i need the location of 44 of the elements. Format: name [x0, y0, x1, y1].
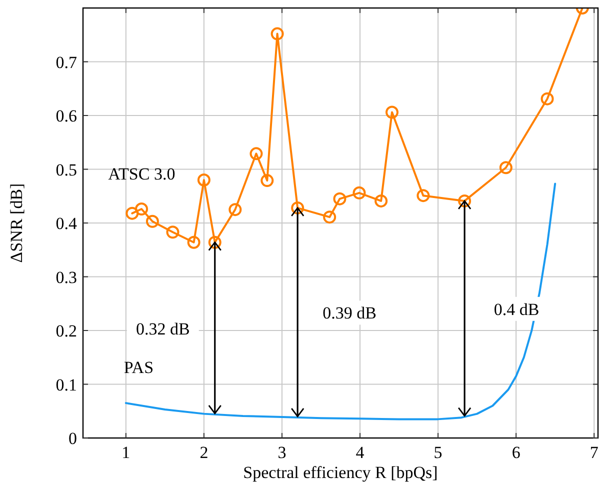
point: [386, 106, 398, 119]
point: [540, 92, 554, 106]
y-tick-label: 0.1: [56, 375, 77, 394]
annotation: 0.4 dB: [494, 300, 540, 319]
point: [352, 186, 366, 200]
x-tick-label: 3: [278, 443, 286, 462]
x-axis-title: Spectral efficiency R [bpQs]: [243, 463, 438, 482]
y-tick-label: 0.6: [56, 106, 77, 126]
point: [166, 226, 180, 239]
point: [126, 206, 139, 220]
point: [458, 194, 472, 208]
x-tick-label: 5: [434, 443, 442, 462]
y-tick-label: 0.5: [56, 160, 77, 180]
point: [323, 210, 336, 224]
point: [250, 147, 263, 160]
point: [270, 27, 284, 40]
x-tick-label: 7: [590, 443, 599, 462]
x-tick-label: 1: [122, 443, 130, 462]
x-tick-label: 2: [200, 443, 208, 462]
point: [187, 236, 200, 249]
series-label: PAS: [124, 358, 154, 378]
line-series: [124, 182, 556, 420]
point: [146, 214, 159, 228]
point: [291, 201, 304, 214]
y-tick-label: 0.2: [56, 322, 77, 340]
y-tick-label: 0: [68, 429, 77, 448]
point: [374, 194, 388, 208]
x-tick-label: 4: [356, 443, 365, 462]
y-tick-label: 0.7: [56, 52, 78, 72]
x-tick-label: 6: [512, 443, 520, 462]
annotation: 0.32 dB: [136, 319, 190, 338]
point: [208, 236, 222, 249]
point: [135, 202, 148, 216]
y-tick-label: 0.3: [56, 268, 77, 287]
y-tick-label: 0.4: [56, 214, 78, 233]
point: [197, 174, 210, 186]
series-label: ATSC 3.0: [108, 164, 176, 184]
annotation: 0.39 dB: [322, 304, 377, 323]
point: [260, 174, 274, 188]
point: [499, 161, 512, 174]
y-axis-title: ΔSNR [dB]: [7, 183, 26, 263]
point: [228, 203, 242, 216]
point: [416, 189, 430, 202]
point: [333, 192, 346, 206]
